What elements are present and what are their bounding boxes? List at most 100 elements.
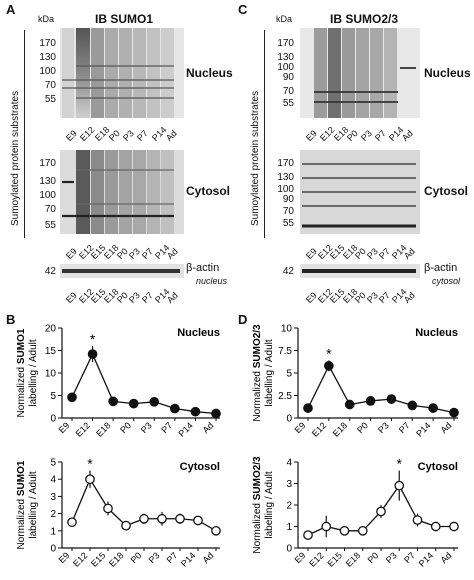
- significance-star: *: [90, 331, 96, 347]
- data-point: [139, 513, 149, 524]
- lane-labels-a-cytosol: E9 E12 E15 E18 P0 P3 P7 P14 Ad: [60, 240, 184, 261]
- mw-a-n-130: 130: [39, 52, 56, 63]
- blot-nucleus-c: [300, 28, 420, 118]
- mw-a-n-100: 100: [39, 66, 56, 77]
- y-tick-label: 2: [286, 501, 292, 512]
- y-tick-label: 5: [50, 391, 56, 402]
- blot-image-cytosol-a: [60, 150, 184, 234]
- x-tick-label: E15: [89, 550, 107, 568]
- lane-label: E9: [304, 128, 319, 144]
- lane-label: P3: [121, 128, 136, 144]
- x-tick-label: E18: [331, 420, 349, 438]
- panel-letter-b: B: [6, 312, 16, 327]
- y-tick-label: 0: [50, 544, 56, 555]
- mw-c-n-90: 90: [282, 72, 294, 83]
- y-tick-label: 4: [50, 475, 56, 486]
- x-tick-label: P14: [417, 550, 435, 568]
- lane-label: P7: [135, 128, 151, 144]
- mw-a-c-70: 70: [44, 204, 56, 215]
- mw-c-c-100: 100: [277, 184, 294, 195]
- y-axis-label: Normalized SUMO1: [16, 328, 27, 417]
- y-tick-label: 15: [45, 346, 57, 357]
- data-point: [303, 530, 313, 540]
- actin-label-a: β-actin: [186, 262, 220, 274]
- data-point: [128, 398, 139, 409]
- x-tick-label: P7: [165, 550, 180, 565]
- mw-c-n-170: 170: [277, 38, 294, 49]
- data-point: [412, 515, 423, 525]
- blot-actin-c: [300, 264, 420, 278]
- data-point: [87, 349, 98, 359]
- data-point: [344, 399, 355, 410]
- y-axis-label-line2: labelling / Adult: [264, 339, 275, 406]
- chart-d-nucleus: 0 2.5 5 7.5 10 E9 E12 E18 P0 P3 P7 P14 Ad Normalized …: [252, 324, 459, 439]
- x-tick-label: E18: [344, 550, 362, 568]
- data-point: [193, 515, 203, 526]
- blot-image-nucleus-c: [300, 28, 420, 118]
- lane-labels-a-nucleus: E9 E12 E18 P0 P3 P7 P14 Ad: [60, 122, 184, 144]
- x-tick-label: E9: [57, 420, 72, 435]
- blot-image-actin-c: [300, 264, 420, 278]
- y-tick-label: 3: [286, 479, 292, 490]
- y-tick-label: 1: [50, 526, 56, 537]
- x-tick-label: P7: [402, 550, 417, 565]
- x-tick-label: Ad: [439, 420, 454, 435]
- x-tick-label: P14: [179, 550, 197, 568]
- data-point: [357, 525, 368, 536]
- y-tick-label: 1: [286, 522, 292, 533]
- chart-b-nucleus: 0 5 10 15 20 E9 E12 E18 P0 P3 P7 P14 Ad Normalized SU…: [16, 324, 221, 439]
- mw-a-n-170: 170: [39, 38, 56, 49]
- kda-label-c: kDa: [276, 14, 293, 24]
- chart-b-cytosol: 0 1 2 3 4 5 E9 E12 E15 E18 P0 P3 P7 P14 Ad Normalized S…: [16, 456, 221, 569]
- mw-c-c-170: 170: [277, 158, 294, 169]
- panel-letter-c: C: [238, 2, 248, 17]
- x-tick-label: P3: [139, 420, 154, 435]
- actin-label-c: β-actin: [424, 262, 458, 274]
- y-tick-label: 10: [281, 324, 293, 335]
- x-tick-label: E9: [57, 550, 72, 565]
- data-point: [449, 407, 459, 418]
- y-tick-label: 0: [286, 414, 292, 425]
- mw-a-c-100: 100: [39, 190, 56, 201]
- data-point: [175, 513, 185, 524]
- x-tick-label: E12: [307, 550, 325, 568]
- blot-cytosol-c: [300, 150, 420, 234]
- data-point: [430, 521, 441, 532]
- actin-sub-a: nucleus: [196, 276, 228, 286]
- blot-actin-a: [60, 264, 184, 278]
- data-point: [157, 513, 167, 524]
- data-point: [365, 396, 376, 406]
- significance-star: *: [87, 456, 93, 472]
- y-axis-label-line2: labelling / Adult: [28, 339, 39, 406]
- data-point: [103, 503, 113, 514]
- data-point: [108, 396, 118, 407]
- panel-letter-d: D: [238, 312, 248, 327]
- data-point: [386, 394, 397, 404]
- cytosol-label-c: Cytosol: [424, 184, 469, 198]
- mw-c-c-70: 70: [282, 206, 294, 217]
- y-tick-label: 0: [286, 544, 292, 555]
- side-label-a: Sumoylated protein substrates: [10, 90, 21, 226]
- x-tick-label: P0: [355, 420, 370, 435]
- actin-sub-c: cytosol: [432, 276, 461, 286]
- y-tick-label: 2: [50, 509, 56, 520]
- chart-title: Cytosol: [418, 461, 458, 473]
- x-tick-label: E15: [326, 550, 344, 568]
- actin-mw-c: 42: [282, 266, 294, 277]
- panel-letter-a: A: [6, 2, 16, 17]
- x-tick-label: E18: [107, 550, 125, 568]
- x-tick-label: P3: [147, 550, 162, 565]
- nucleus-label-c: Nucleus: [424, 66, 471, 80]
- y-tick-label: 4: [286, 458, 292, 469]
- cytosol-label-a: Cytosol: [186, 184, 231, 198]
- blot-image-nucleus-a: [60, 28, 184, 118]
- lane-labels-a-actin: E9 E12 E15 E18 P0 P3 P7 P14 Ad: [60, 284, 184, 305]
- blot-image-actin-a: [60, 264, 184, 278]
- nucleus-label-a: Nucleus: [186, 66, 233, 80]
- chart-title: Nucleus: [415, 327, 458, 339]
- blot-image-cytosol-c: [300, 150, 420, 234]
- x-tick-label: Ad: [201, 420, 216, 435]
- x-tick-label: P7: [159, 420, 174, 435]
- data-point: [149, 396, 160, 407]
- x-tick-label: E12: [74, 420, 92, 438]
